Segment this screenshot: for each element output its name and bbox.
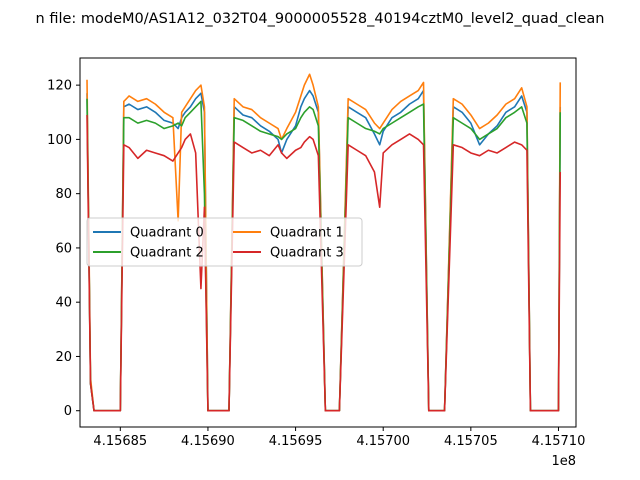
x-axis-offset-label: 1e8 xyxy=(551,454,576,469)
y-tick-label: 0 xyxy=(64,404,72,419)
plot-content xyxy=(86,73,562,412)
y-tick-label: 100 xyxy=(47,133,72,148)
y-tick-label: 40 xyxy=(55,296,72,311)
series-line-quadrant-0 xyxy=(86,89,562,412)
legend-frame xyxy=(86,217,363,267)
y-tick-label: 120 xyxy=(47,79,72,94)
axes-frame xyxy=(79,57,577,428)
series-line-quadrant-2 xyxy=(86,98,562,412)
series-line-quadrant-3 xyxy=(86,114,562,412)
series-line-quadrant-1 xyxy=(86,73,562,412)
legend-label-quadrant-1: Quadrant 1 xyxy=(270,226,344,241)
y-tick-label: 80 xyxy=(55,187,72,202)
legend-label-quadrant-0: Quadrant 0 xyxy=(130,226,204,241)
y-tick-label: 20 xyxy=(55,350,72,365)
x-tick-label: 4.15710 xyxy=(532,434,586,449)
x-tick-label: 4.15690 xyxy=(181,434,235,449)
legend-label-quadrant-2: Quadrant 2 xyxy=(130,246,204,261)
y-axis: 0 20 40 60 80 100 120 xyxy=(47,79,80,419)
chart-title: n file: modeM0/AS1A12_032T04_9000005528_… xyxy=(36,11,605,27)
x-tick-label: 4.15700 xyxy=(356,434,410,449)
legend-label-quadrant-3: Quadrant 3 xyxy=(270,246,344,261)
x-axis: 4.15685 4.15690 4.15695 4.15700 4.15705 4.157… xyxy=(93,427,585,449)
x-tick-label: 4.15695 xyxy=(269,434,323,449)
x-tick-label: 4.15685 xyxy=(93,434,147,449)
legend: Quadrant 0 Quadrant 1 Quadrant 2 Quadrant 3 xyxy=(86,217,363,267)
x-tick-label: 4.15705 xyxy=(444,434,498,449)
y-tick-label: 60 xyxy=(55,241,72,256)
